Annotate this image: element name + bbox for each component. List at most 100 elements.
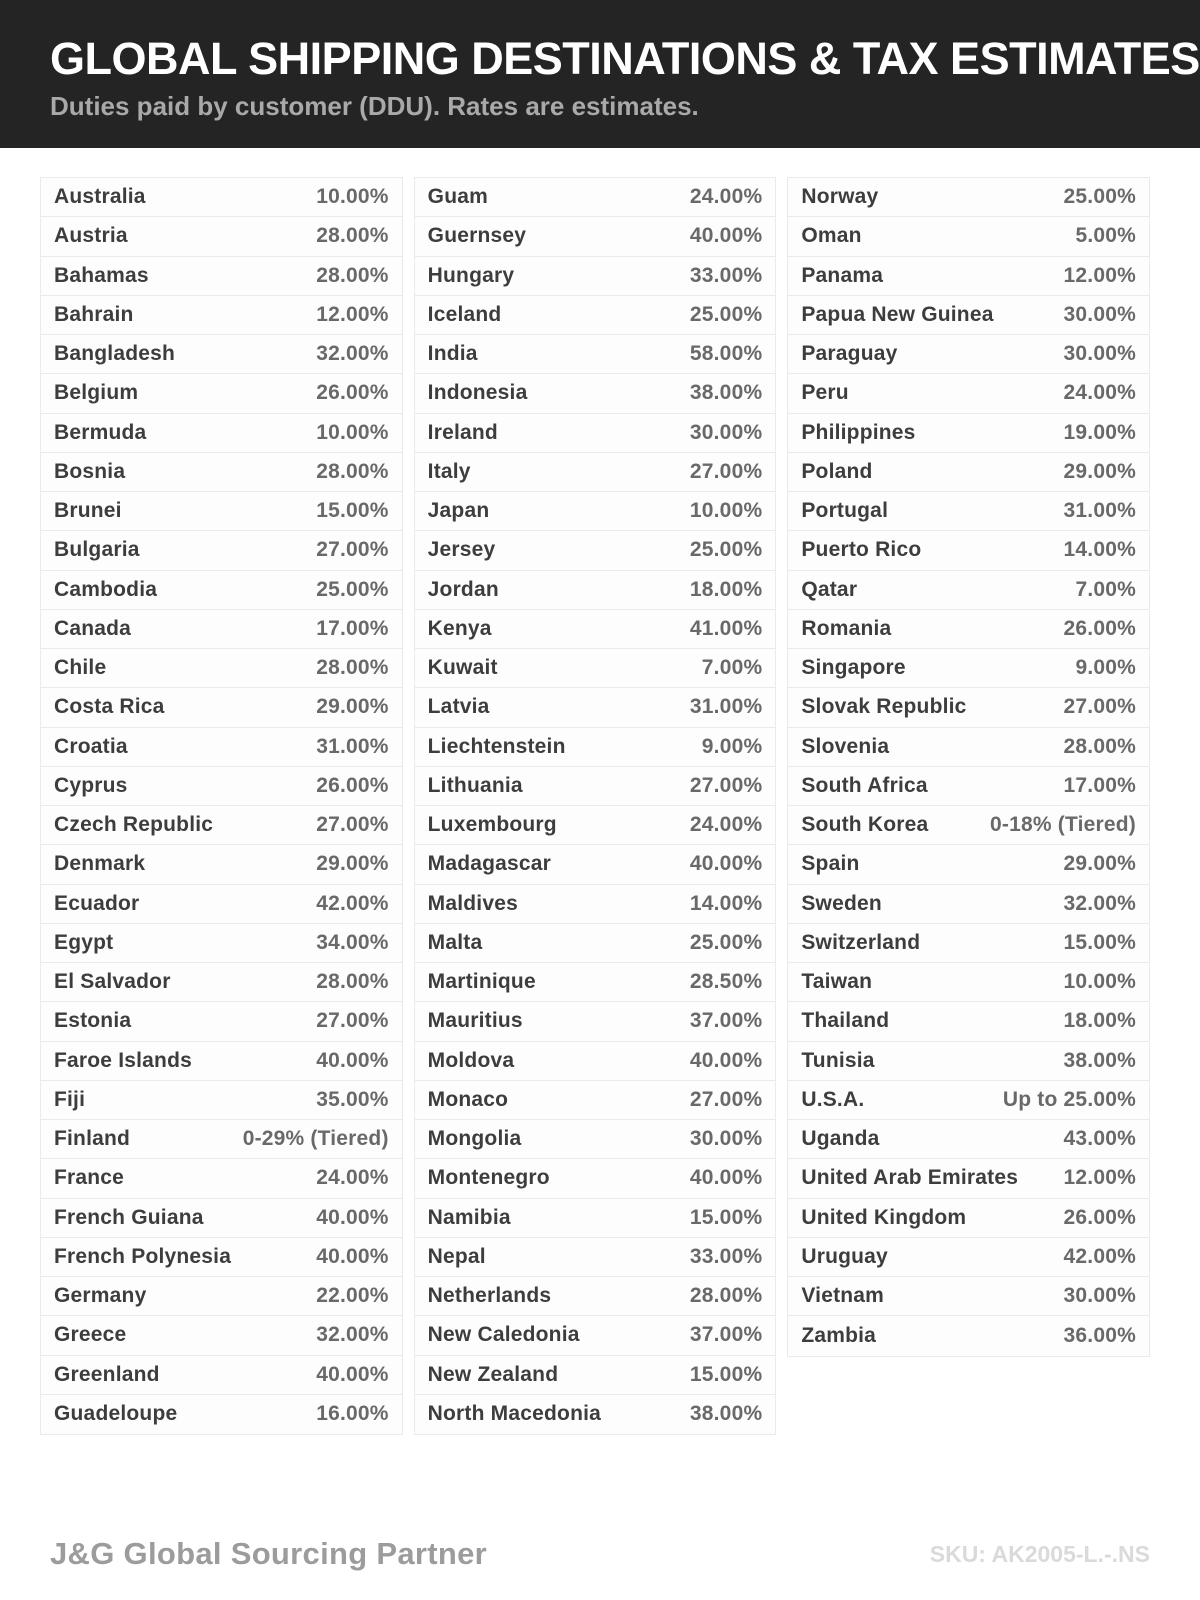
table-row: French Guiana 40.00% bbox=[41, 1199, 402, 1238]
country-label: Bangladesh bbox=[54, 342, 176, 366]
rate-value: 28.00% bbox=[689, 1284, 763, 1308]
country-label: Mongolia bbox=[427, 1127, 522, 1151]
country-label: Guam bbox=[427, 185, 488, 209]
country-label: Netherlands bbox=[427, 1284, 552, 1308]
country-label: Mauritius bbox=[427, 1009, 523, 1033]
table-column-2: Guam 24.00% Guernsey 40.00% Hungary 33.00% Ice… bbox=[413, 177, 777, 1435]
country-label: Tunisia bbox=[801, 1048, 875, 1072]
table-row: Ecuador 42.00% bbox=[41, 885, 402, 924]
table-row: Martinique 28.50% bbox=[414, 963, 776, 1003]
country-label: Greenland bbox=[54, 1362, 160, 1386]
country-label: New Zealand bbox=[427, 1362, 559, 1386]
table-row: Sweden 32.00% bbox=[788, 885, 1149, 924]
table-row: Qatar 7.00% bbox=[788, 571, 1149, 610]
table-row: Canada 17.00% bbox=[41, 610, 402, 649]
table-row: Spain 29.00% bbox=[788, 845, 1149, 885]
country-label: Peru bbox=[801, 381, 849, 405]
table-row: Panama 12.00% bbox=[788, 257, 1149, 296]
country-label: Kuwait bbox=[427, 656, 498, 680]
rate-value: 40.00% bbox=[316, 1362, 389, 1386]
table-row: Cyprus 26.00% bbox=[41, 767, 402, 806]
country-label: Poland bbox=[801, 459, 873, 483]
rate-value: 38.00% bbox=[689, 381, 763, 405]
rate-value: 32.00% bbox=[316, 342, 389, 366]
table-row: Australia 10.00% bbox=[41, 178, 402, 218]
table-row: Costa Rica 29.00% bbox=[41, 688, 402, 728]
rate-value: 28.50% bbox=[689, 970, 763, 994]
rate-value: 12.00% bbox=[316, 302, 389, 326]
table-row: Poland 29.00% bbox=[788, 453, 1149, 492]
rate-value: 17.00% bbox=[316, 616, 389, 640]
rate-value: 10.00% bbox=[689, 499, 763, 523]
table-row: Greece 32.00% bbox=[41, 1316, 402, 1356]
table-row: Latvia 31.00% bbox=[414, 688, 776, 728]
table-row: Singapore 9.00% bbox=[788, 649, 1149, 689]
country-label: Kenya bbox=[427, 616, 492, 640]
table-row: Uruguay 42.00% bbox=[788, 1238, 1149, 1277]
country-label: Zambia bbox=[801, 1323, 877, 1347]
table-row: Jordan 18.00% bbox=[414, 571, 776, 610]
country-label: India bbox=[427, 342, 478, 366]
rate-value: 31.00% bbox=[1063, 499, 1136, 523]
country-label: Thailand bbox=[801, 1009, 890, 1033]
table-row: Madagascar 40.00% bbox=[414, 845, 776, 885]
country-label: Maldives bbox=[427, 891, 518, 915]
rate-value: 16.00% bbox=[316, 1402, 389, 1426]
country-label: Slovenia bbox=[801, 734, 890, 758]
country-label: Cambodia bbox=[54, 577, 158, 601]
table-row: Finland 0-29% (Tiered) bbox=[41, 1120, 402, 1160]
rate-value: 38.00% bbox=[1063, 1048, 1136, 1072]
table-row: Egypt 34.00% bbox=[41, 924, 402, 963]
rate-value: 28.00% bbox=[316, 656, 389, 680]
table-row: Germany 22.00% bbox=[41, 1277, 402, 1317]
rate-value: Up to 25.00% bbox=[1002, 1087, 1136, 1111]
table-row: Estonia 27.00% bbox=[41, 1002, 402, 1042]
rate-value: 42.00% bbox=[1063, 1244, 1136, 1268]
country-label: Philippines bbox=[801, 420, 916, 444]
country-label: New Caledonia bbox=[427, 1323, 580, 1347]
table-row: South Africa 17.00% bbox=[788, 767, 1149, 806]
table-row: Mongolia 30.00% bbox=[414, 1120, 776, 1160]
rate-value: 27.00% bbox=[1063, 695, 1136, 719]
rate-value: 10.00% bbox=[1063, 970, 1136, 994]
rate-value: 29.00% bbox=[1063, 459, 1136, 483]
country-label: Slovak Republic bbox=[801, 695, 967, 719]
country-label: French Guiana bbox=[54, 1205, 204, 1229]
table-row: Bahamas 28.00% bbox=[41, 257, 402, 296]
country-label: Costa Rica bbox=[54, 695, 165, 719]
table-row: Lithuania 27.00% bbox=[414, 767, 776, 806]
country-label: Ireland bbox=[427, 420, 498, 444]
country-label: Finland bbox=[54, 1127, 131, 1151]
country-label: Moldova bbox=[427, 1048, 515, 1072]
rate-value: 0-29% (Tiered) bbox=[242, 1127, 389, 1151]
country-label: Namibia bbox=[427, 1205, 511, 1229]
rate-value: 7.00% bbox=[1075, 577, 1136, 601]
rate-value: 24.00% bbox=[689, 813, 763, 837]
table-row: Oman 5.00% bbox=[788, 217, 1149, 257]
table-row: Malta 25.00% bbox=[414, 924, 776, 963]
table-row: Norway 25.00% bbox=[788, 178, 1149, 218]
rate-value: 40.00% bbox=[316, 1048, 389, 1072]
rate-value: 28.00% bbox=[316, 459, 389, 483]
page-title: GLOBAL SHIPPING DESTINATIONS & TAX ESTIM… bbox=[50, 33, 1200, 84]
sku-text: SKU: AK2005-L.-.NS bbox=[929, 1541, 1150, 1567]
country-label: Croatia bbox=[54, 734, 128, 758]
rate-value: 15.00% bbox=[689, 1362, 763, 1386]
table-row: Faroe Islands 40.00% bbox=[41, 1042, 402, 1081]
rate-value: 0-18% (Tiered) bbox=[990, 813, 1136, 837]
rate-value: 33.00% bbox=[689, 263, 763, 287]
country-label: Luxembourg bbox=[427, 813, 557, 837]
rate-value: 24.00% bbox=[1063, 381, 1136, 405]
table-row: Iceland 25.00% bbox=[414, 296, 776, 335]
rate-value: 12.00% bbox=[1063, 1166, 1136, 1190]
rate-value: 38.00% bbox=[689, 1402, 763, 1426]
table-row: Austria 28.00% bbox=[41, 217, 402, 257]
rate-value: 12.00% bbox=[1063, 263, 1136, 287]
table-row: U.S.A. Up to 25.00% bbox=[788, 1081, 1149, 1120]
page-subtitle: Duties paid by customer (DDU). Rates are… bbox=[50, 91, 699, 121]
country-label: Uganda bbox=[801, 1127, 880, 1151]
country-label: Austria bbox=[54, 224, 128, 248]
country-label: Belgium bbox=[54, 381, 139, 405]
rate-value: 34.00% bbox=[316, 930, 389, 954]
rate-value: 7.00% bbox=[701, 656, 763, 680]
